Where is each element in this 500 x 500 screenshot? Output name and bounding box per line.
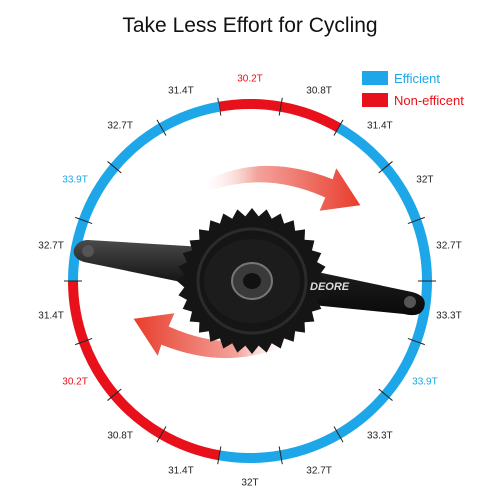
ring-tick <box>217 446 222 465</box>
ring-label: 30.8T <box>107 430 133 442</box>
ring-label: 31.4T <box>38 310 64 322</box>
ring-segment-efficient <box>381 339 422 398</box>
chainring-inner-rim <box>196 227 308 335</box>
ring-label: 32T <box>241 477 259 489</box>
ring-segment-efficient <box>411 218 432 281</box>
ring-tick <box>156 119 167 136</box>
legend-item-efficient: Efficient <box>362 68 498 88</box>
ring-tick <box>407 337 425 346</box>
ring-segment-efficient <box>381 164 422 223</box>
ring-label: 30.2T <box>237 73 263 85</box>
ring-segment-non-efficient <box>159 429 221 461</box>
crank-spider: DEORE <box>204 239 350 323</box>
ring-tick <box>107 388 122 401</box>
ring-tick <box>407 216 425 225</box>
ring-segment-efficient <box>159 101 221 133</box>
legend-item-non-efficient: Non-efficent <box>362 90 498 110</box>
ring-tick <box>107 161 122 174</box>
ring-segment-efficient <box>110 123 164 171</box>
ring-segment-efficient <box>218 450 282 463</box>
ring-label: 32.7T <box>107 120 133 132</box>
ring-tick <box>217 97 222 116</box>
ring-segment-efficient <box>336 391 390 439</box>
ring-tick <box>333 426 344 443</box>
ring-tick <box>278 97 283 116</box>
ring-label: 32T <box>416 174 434 186</box>
ring-segment-non-efficient <box>218 99 282 112</box>
ring-segment-non-efficient <box>78 339 119 398</box>
ring-segment-non-efficient <box>279 101 341 133</box>
ring-tick <box>378 161 393 174</box>
legend: Efficient Non-efficent <box>362 68 498 112</box>
ring-segment-efficient <box>336 123 390 171</box>
ring-segment-efficient <box>78 164 119 223</box>
ring-label: 31.4T <box>168 85 194 97</box>
ring-label: 30.8T <box>306 85 332 97</box>
legend-swatch-efficient <box>362 71 388 85</box>
ring-label: 33.9T <box>62 174 88 186</box>
ring-label: 32.7T <box>306 465 332 477</box>
ring-tick <box>156 426 167 443</box>
legend-label-non-efficient: Non-efficent <box>394 92 464 108</box>
ring-label: 33.3T <box>367 430 393 442</box>
ring-tick <box>75 337 93 346</box>
ring-segment-efficient <box>411 281 432 344</box>
ring-tick <box>333 119 344 136</box>
ring-label: 30.2T <box>62 376 88 388</box>
ring-segment-non-efficient <box>110 391 164 439</box>
crank-brand-text: DEORE <box>310 281 350 293</box>
ring-label: 33.3T <box>436 310 462 322</box>
ring-label: 31.4T <box>367 120 393 132</box>
ring-segment-efficient <box>279 429 341 461</box>
ring-label: 32.7T <box>38 240 64 252</box>
ring-segment-non-efficient <box>68 281 89 344</box>
ring-tick <box>278 446 283 465</box>
ring-label: 32.7T <box>436 240 462 252</box>
legend-swatch-non-efficient <box>362 93 388 107</box>
page-title: Take Less Effort for Cycling <box>122 14 378 37</box>
ring-tick <box>75 216 93 225</box>
ring-tick <box>378 388 393 401</box>
clockwise-arrow-top-icon <box>198 163 364 214</box>
legend-label-efficient: Efficient <box>394 70 441 86</box>
ring-label: 33.9T <box>412 376 438 388</box>
ring-label: 31.4T <box>168 465 194 477</box>
